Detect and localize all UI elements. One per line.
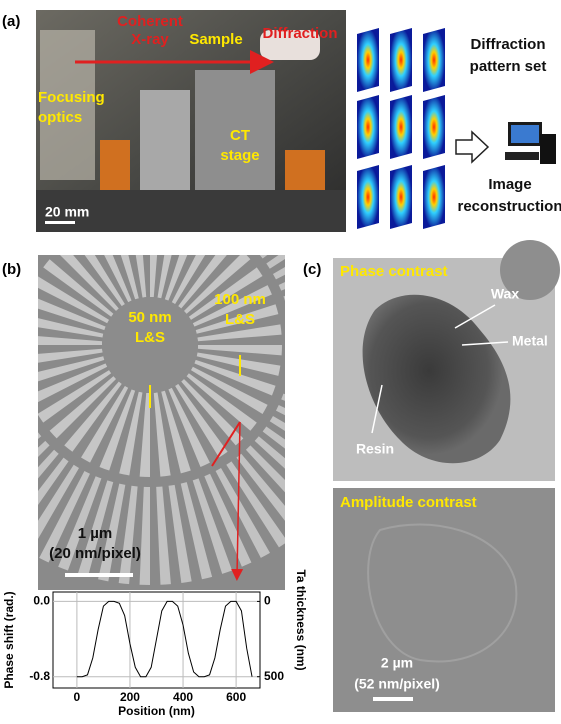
annotation: Image [488,176,531,193]
star-ray [0,293,11,320]
annotation: stage [220,147,259,164]
star-ray [0,335,8,345]
computer-icon [505,122,556,164]
image-title: Phase contrast [340,263,448,280]
y-tick-label: 0.0 [33,594,50,608]
star-ray [0,199,37,264]
star-ray [0,431,41,499]
image-title: Amplitude contrast [340,494,477,511]
annotation: optics [38,109,82,126]
star-ray [0,376,13,407]
pattern [423,28,445,92]
x-tick-label: 0 [74,690,81,704]
scale-bar-label: (52 nm/pixel) [354,676,440,692]
pattern [390,95,412,159]
pattern [423,95,445,159]
y2-axis-label: Ta thickness (nm) [294,569,308,670]
panel-label: (c) [303,261,321,278]
panel-label: (a) [2,13,20,30]
star-ray [0,411,27,465]
y-tick-label: -0.8 [29,669,50,683]
y2-tick-label: 0 [264,594,271,608]
star-ray [0,273,15,308]
x-axis-label: Position (nm) [118,704,195,718]
pattern [423,165,445,229]
pattern [357,28,379,92]
y2-tick-label: 500 [264,669,284,683]
annotation: Resin [356,441,394,457]
pattern [357,95,379,159]
annotation: Metal [512,333,548,349]
annotation: Wax [491,286,519,302]
star-ray [0,421,34,482]
arrow [456,132,488,162]
x-tick-label: 600 [226,690,246,704]
pattern [390,165,412,229]
scale-bar [373,697,413,701]
annotation: 100 nm [214,291,266,308]
annotation: Diffraction [471,36,546,53]
pattern [357,165,379,229]
annotation: L&S [135,329,165,346]
panel-label: (b) [2,261,21,278]
annotation: pattern set [470,58,547,75]
annotation: Coherent [117,13,183,30]
annotation: CT [230,127,250,144]
annotation: 50 nm [128,309,171,326]
scale-bar [65,573,133,577]
annotation: reconstruction [457,198,561,215]
annotation: Focusing [38,89,105,106]
figure: (a) Coherent X-ray Sample Diffraction Fo… [0,0,561,719]
y-axis-label: Phase shift (rad.) [2,591,16,688]
diffraction-patterns [357,28,445,229]
star-ray [0,351,9,366]
annotation: Diffraction [263,25,338,42]
scale-bar-label: 1 µm [78,525,113,542]
scale-bar-label: (20 nm/pixel) [49,545,141,562]
scale-bar-label: 20 mm [45,204,89,220]
star-ray [0,399,21,446]
annotation: L&S [225,311,255,328]
annotation: X-ray [131,31,169,48]
scale-bar-label: 2 µm [381,655,413,671]
star-ray [0,388,17,427]
x-tick-label: 400 [173,690,193,704]
annotation: Sample [189,31,242,48]
star-ray [0,314,9,333]
x-tick-label: 200 [120,690,140,704]
pattern [390,28,412,92]
line-chart: 0 200 400 600 0.0 -0.8 0 500 Position (nm) Phase … [2,569,308,718]
star-ray [0,364,10,387]
